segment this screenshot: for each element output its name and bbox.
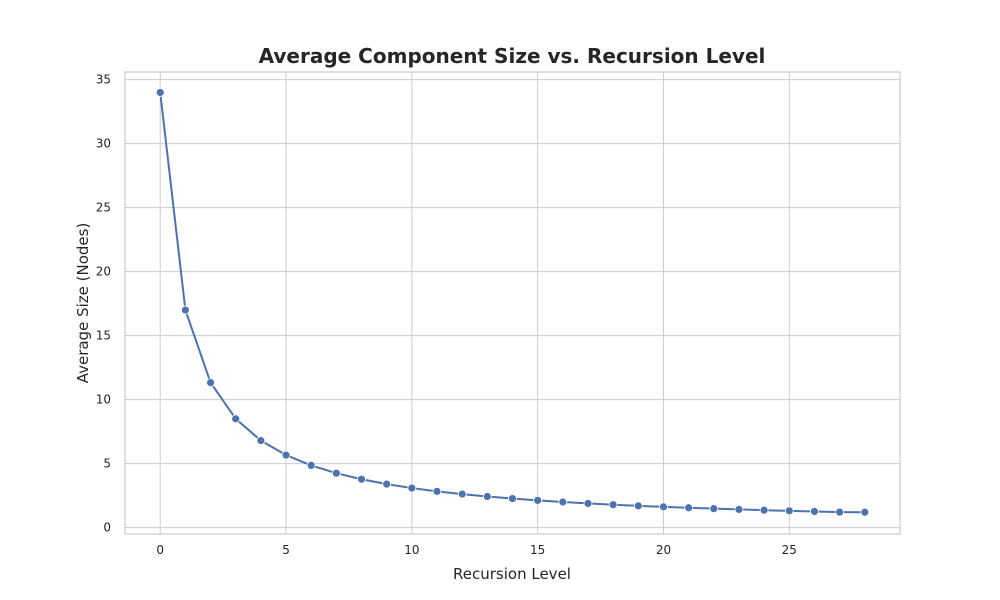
x-tick-label: 15 [530,543,545,557]
data-point [206,378,215,388]
data-point [306,461,316,470]
x-tick-label: 25 [782,543,797,557]
y-tick-labels: 0 5 10 15 20 25 30 35 [96,73,111,535]
x-tick-label: 10 [404,543,419,557]
y-tick-label: 10 [96,393,111,407]
data-point [633,501,643,511]
y-tick-label: 0 [103,521,111,535]
data-point [508,494,517,503]
data-point [759,505,769,515]
y-tick-label: 25 [96,201,111,215]
data-point [709,504,719,514]
x-tick-label: 20 [656,543,671,557]
data-point [533,495,543,505]
data-point [684,503,694,513]
data-point [583,499,593,508]
y-tick-label: 20 [96,265,111,279]
grid [125,72,900,534]
data-point [382,479,392,489]
data-point [810,507,819,516]
data-point [784,506,794,516]
data-point [155,88,165,97]
y-tick-label: 5 [103,457,111,471]
data-point [357,474,366,484]
data-point [482,492,492,501]
data-point [407,483,417,493]
series-line [159,92,865,514]
data-point [180,305,190,315]
data-point [734,505,744,514]
data-point [659,502,668,512]
data-point [256,436,266,445]
data-point [558,497,568,507]
data-point [835,507,845,517]
data-point [432,486,442,496]
y-tick-label: 15 [96,329,111,343]
data-point [281,450,291,460]
data-point [231,414,241,424]
data-point [457,489,467,499]
y-axis-label: Average Size (Nodes) [74,223,92,384]
series-group [155,88,870,517]
x-tick-label: 5 [282,543,290,557]
y-tick-label: 35 [96,73,111,87]
data-point [331,468,341,478]
data-point [860,507,870,517]
plot-frame [124,71,901,535]
data-point [608,500,618,510]
y-tick-label: 30 [96,137,111,151]
x-axis-label: Recursion Level [453,565,571,583]
x-tick-labels: 0 5 10 15 20 25 [156,543,797,557]
chart-title: Average Component Size vs. Recursion Lev… [259,44,766,68]
x-tick-label: 0 [156,543,164,557]
